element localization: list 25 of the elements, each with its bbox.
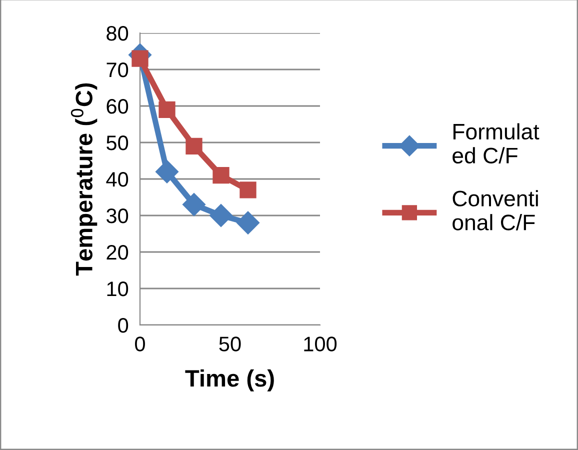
y-tick-label: 70 [106,62,128,78]
point [212,167,230,184]
point [240,182,256,198]
y-tick-label: 20 [106,245,128,260]
y-tick-label: 10 [107,282,128,296]
x-axis-title: Time (s) [185,369,274,392]
y-tick-label: 0 [118,318,128,333]
y-tick-label: 80 [106,26,128,41]
legend-label: Conventional C/F [452,190,538,230]
y-tick-label: 40 [106,172,128,187]
point [182,193,206,216]
x-tick-label: 0 [135,336,145,352]
point [158,101,176,118]
y-axis-title: Temperature ($^{0}$C) [70,83,98,276]
point [236,211,260,234]
point [186,138,202,154]
point [132,50,148,67]
x-tick-label: 50 [219,336,241,352]
y-tick-label: 60 [106,99,128,114]
y-tick-label: 30 [106,208,128,224]
legend-label: Formulated C/F [452,123,540,164]
point [210,204,232,227]
point [156,160,178,184]
x-tick-label: 100 [304,336,337,352]
y-tick-label: 50 [106,136,128,150]
